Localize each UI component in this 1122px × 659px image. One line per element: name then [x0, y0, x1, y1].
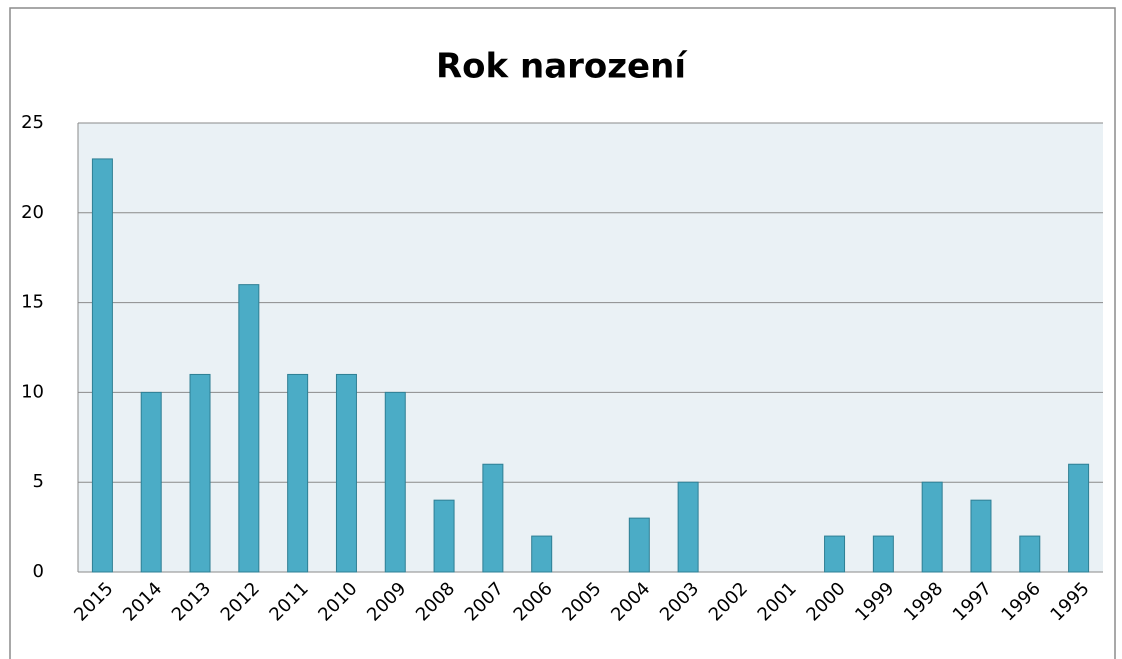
plot-area [78, 123, 1103, 572]
y-tick-label: 15 [21, 292, 44, 313]
bar [335, 373, 357, 573]
bar [531, 535, 553, 573]
bar [872, 535, 894, 573]
bar [1019, 535, 1041, 573]
bar [482, 463, 504, 573]
y-tick-label: 25 [21, 112, 44, 133]
bar [433, 499, 455, 573]
chart-title: Rok narození [436, 47, 688, 87]
y-tick-label: 20 [21, 202, 44, 223]
bar [238, 284, 260, 573]
bar [140, 391, 162, 573]
bar [921, 481, 943, 573]
bar [384, 391, 406, 573]
y-tick-label: 0 [33, 561, 44, 582]
y-tick-label: 5 [33, 471, 44, 492]
bar [189, 373, 211, 573]
bar [970, 499, 992, 573]
bar [628, 517, 650, 573]
bar [677, 481, 699, 573]
bar [91, 158, 113, 573]
bar [1068, 463, 1090, 573]
bar [287, 373, 309, 573]
y-tick-label: 10 [21, 381, 44, 402]
bar [824, 535, 846, 573]
